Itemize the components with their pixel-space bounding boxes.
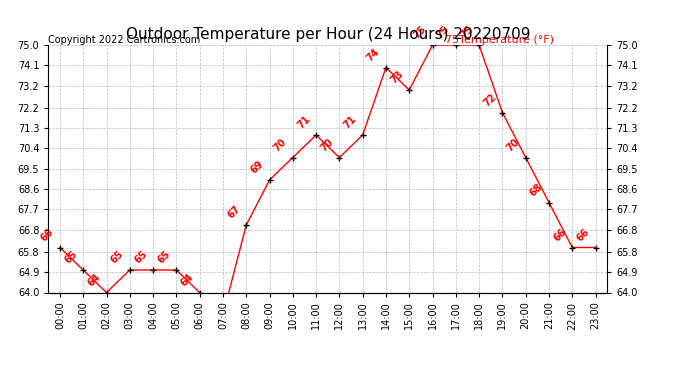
Text: 63: 63 bbox=[0, 374, 1, 375]
Title: Outdoor Temperature per Hour (24 Hours) 20220709: Outdoor Temperature per Hour (24 Hours) … bbox=[126, 27, 530, 42]
Text: 75Temperature (°F): 75Temperature (°F) bbox=[445, 35, 554, 45]
Text: 69: 69 bbox=[249, 159, 266, 176]
Text: 68: 68 bbox=[528, 182, 545, 198]
Text: 65: 65 bbox=[109, 249, 126, 266]
Text: 65: 65 bbox=[132, 249, 149, 266]
Text: 74: 74 bbox=[365, 47, 382, 63]
Text: 66: 66 bbox=[551, 227, 568, 243]
Text: 70: 70 bbox=[319, 137, 335, 153]
Text: 70: 70 bbox=[505, 137, 522, 153]
Text: 67: 67 bbox=[226, 204, 242, 221]
Text: Copyright 2022 Cartronics.com: Copyright 2022 Cartronics.com bbox=[48, 35, 201, 45]
Text: 64: 64 bbox=[86, 272, 102, 288]
Text: 64: 64 bbox=[179, 272, 195, 288]
Text: 71: 71 bbox=[342, 114, 359, 131]
Text: 66: 66 bbox=[575, 227, 591, 243]
Text: 65: 65 bbox=[63, 249, 79, 266]
Text: 73: 73 bbox=[388, 69, 405, 86]
Text: 70: 70 bbox=[272, 137, 288, 153]
Text: 75: 75 bbox=[458, 24, 475, 41]
Text: 75: 75 bbox=[412, 24, 428, 41]
Text: 72: 72 bbox=[482, 92, 498, 108]
Text: 65: 65 bbox=[156, 249, 172, 266]
Text: 75: 75 bbox=[435, 24, 452, 41]
Text: 66: 66 bbox=[39, 227, 56, 243]
Text: 71: 71 bbox=[295, 114, 312, 131]
